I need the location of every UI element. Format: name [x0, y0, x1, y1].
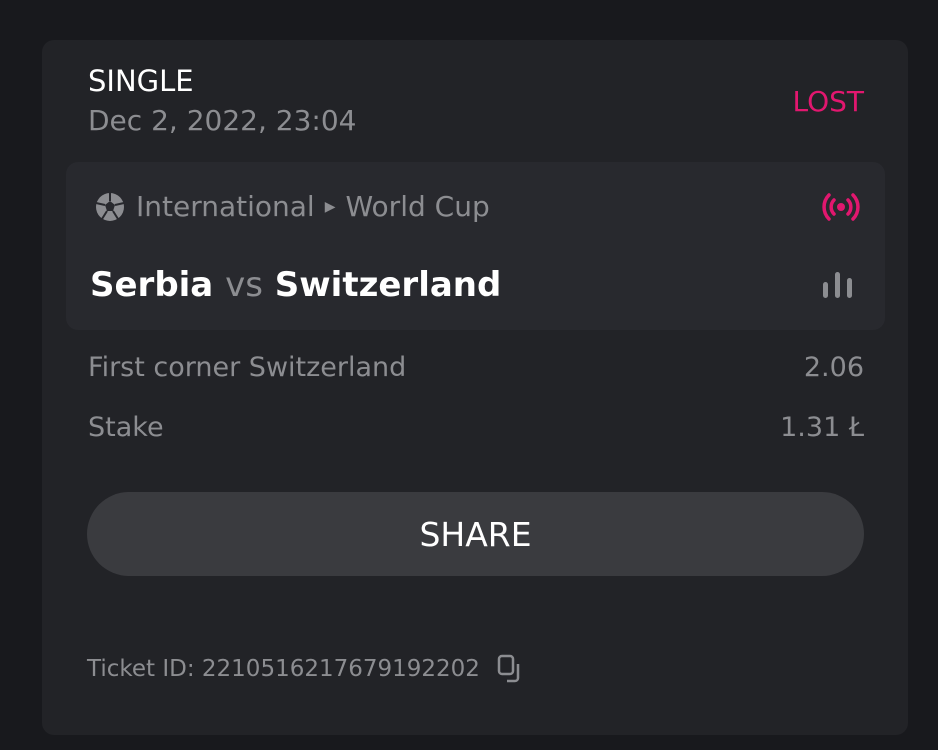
category: International [136, 190, 315, 223]
chevron-right-icon: ▶ [324, 198, 336, 215]
away-team: Switzerland [274, 265, 502, 305]
league: World Cup [345, 190, 490, 223]
stake-value: 1.31 Ł [780, 412, 864, 443]
selection-odds: 2.06 [803, 352, 864, 383]
bar-chart-icon[interactable] [821, 270, 855, 300]
ticket-id-row: Ticket ID: 2210516217679192202 [87, 654, 526, 684]
selection-label: First corner Switzerland [88, 352, 407, 383]
vs-label: vs [225, 265, 263, 305]
bet-type: SINGLE [88, 64, 194, 98]
ticket-id: Ticket ID: 2210516217679192202 [87, 656, 480, 682]
live-broadcast-icon [822, 193, 860, 221]
home-team: Serbia [90, 265, 214, 305]
soccer-ball-icon [95, 192, 125, 221]
event-box[interactable]: International ▶ World Cup Serbia vs Swit… [66, 162, 885, 330]
status-badge: LOST [792, 85, 864, 118]
stake-label: Stake [88, 412, 164, 443]
bet-ticket-card: SINGLE Dec 2, 2022, 23:04 LOST Internati… [42, 40, 908, 735]
copy-icon[interactable] [496, 654, 526, 684]
share-button[interactable]: SHARE [87, 492, 864, 576]
breadcrumb: International ▶ World Cup [94, 190, 490, 223]
bet-date: Dec 2, 2022, 23:04 [88, 104, 357, 137]
match-teams: Serbia vs Switzerland [90, 265, 501, 305]
